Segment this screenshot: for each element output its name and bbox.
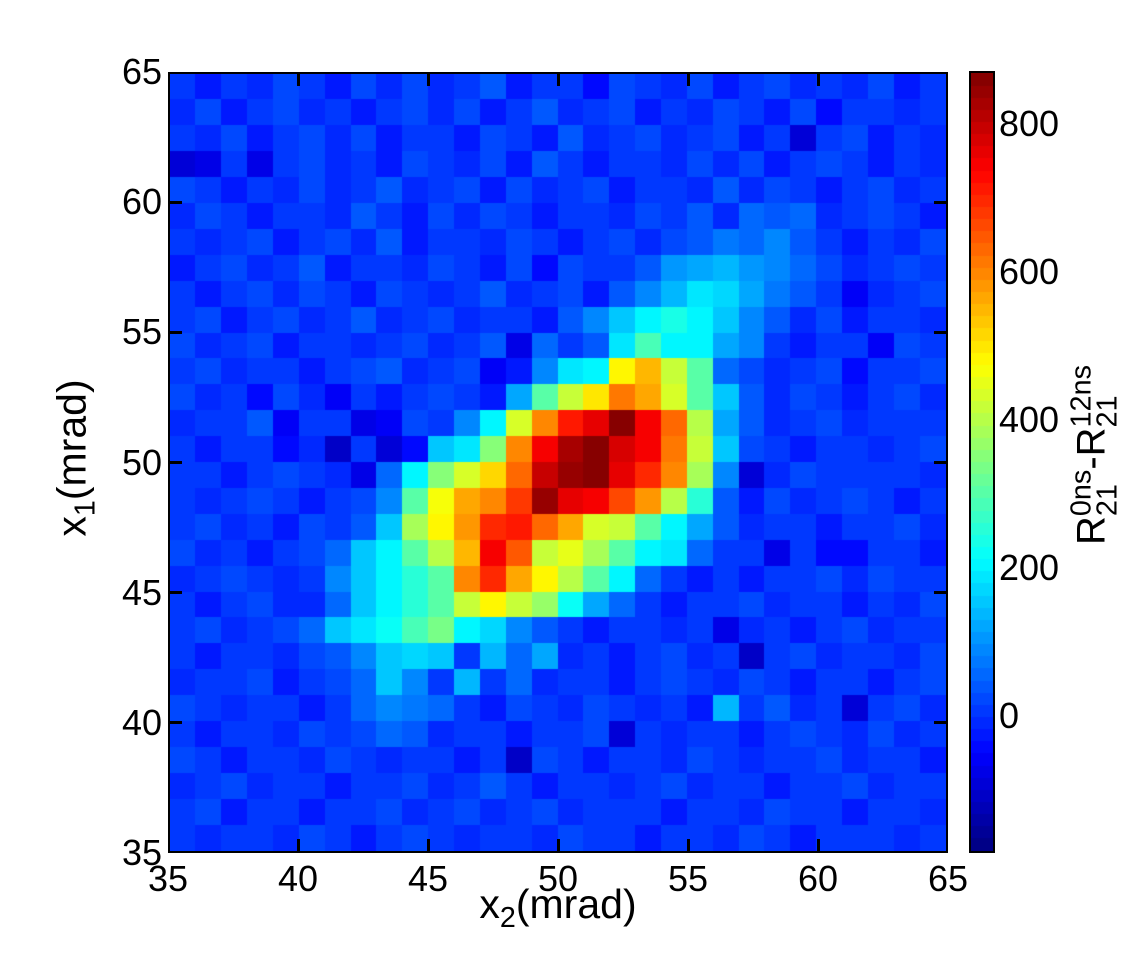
y-tick-label: 65 — [121, 51, 162, 92]
x-tick-mark — [426, 839, 430, 851]
y-axis-label-base: x — [48, 516, 95, 537]
x-tick-mark — [296, 839, 300, 851]
y-tick-mark — [934, 330, 946, 334]
colorbar-label-script2: 12ns 21 — [1066, 365, 1124, 428]
colorbar-label-sub1: 21 — [1092, 484, 1124, 517]
y-axis-label-rest: (mrad) — [48, 379, 95, 501]
plot-area — [168, 72, 948, 853]
y-tick-mark — [934, 721, 946, 725]
x-tick-mark — [686, 74, 690, 86]
x-tick-label: 45 — [407, 858, 449, 899]
x-tick-label: 60 — [797, 858, 839, 899]
x-tick-mark — [686, 839, 690, 851]
y-tick-mark — [170, 461, 182, 464]
colorbar — [969, 71, 995, 853]
x-tick-label: 50 — [537, 858, 579, 899]
y-axis-label: x1(mrad) — [48, 379, 102, 537]
y-tick-label: 55 — [121, 311, 162, 353]
x-tick-label: 55 — [667, 858, 709, 899]
y-tick-mark — [170, 591, 182, 595]
colorbar-label-minus: - — [1069, 456, 1114, 470]
y-tick-mark — [170, 330, 182, 334]
y-tick-label: 35 — [121, 832, 162, 873]
colorbar-tick-label: 400 — [999, 399, 1060, 441]
y-tick-mark — [934, 200, 946, 204]
colorbar-label-script1: 0ns 21 — [1066, 470, 1124, 517]
x-axis-label-sub: 2 — [499, 902, 516, 935]
x-tick-mark — [426, 74, 430, 86]
colorbar-canvas — [971, 73, 993, 851]
y-tick-label: 40 — [121, 701, 162, 743]
x-tick-mark — [816, 839, 820, 851]
y-tick-mark — [934, 591, 946, 595]
x-axis-label-rest: (mrad) — [515, 881, 637, 927]
x-tick-label: 40 — [277, 858, 319, 899]
colorbar-tick-label: 200 — [999, 547, 1060, 589]
heatmap-canvas — [170, 74, 946, 851]
colorbar-label-r1: R — [1069, 516, 1114, 545]
x-axis-label: x2(mrad) — [479, 881, 637, 933]
y-tick-mark — [934, 461, 946, 464]
colorbar-tick-label: 600 — [999, 251, 1060, 293]
y-axis-label-sub: 1 — [69, 500, 102, 517]
x-tick-mark — [296, 74, 300, 86]
y-tick-label: 50 — [121, 441, 162, 483]
y-tick-label: 60 — [121, 181, 162, 223]
x-axis-label-base: x — [479, 881, 500, 927]
y-tick-label: 45 — [121, 571, 162, 613]
colorbar-tick-label: 0 — [999, 695, 1020, 737]
y-tick-mark — [170, 200, 182, 204]
colorbar-label-r2: R — [1069, 427, 1114, 457]
colorbar-tick-label: 800 — [999, 103, 1060, 145]
x-tick-mark — [556, 74, 560, 86]
colorbar-label: R 0ns 21 -R 12ns 21 — [1066, 365, 1124, 545]
y-tick-mark — [170, 721, 182, 725]
x-tick-label: 65 — [927, 858, 969, 899]
x-tick-mark — [556, 839, 560, 851]
x-tick-label: 35 — [147, 858, 189, 899]
colorbar-label-sub2: 21 — [1092, 395, 1124, 428]
x-tick-mark — [816, 74, 820, 86]
